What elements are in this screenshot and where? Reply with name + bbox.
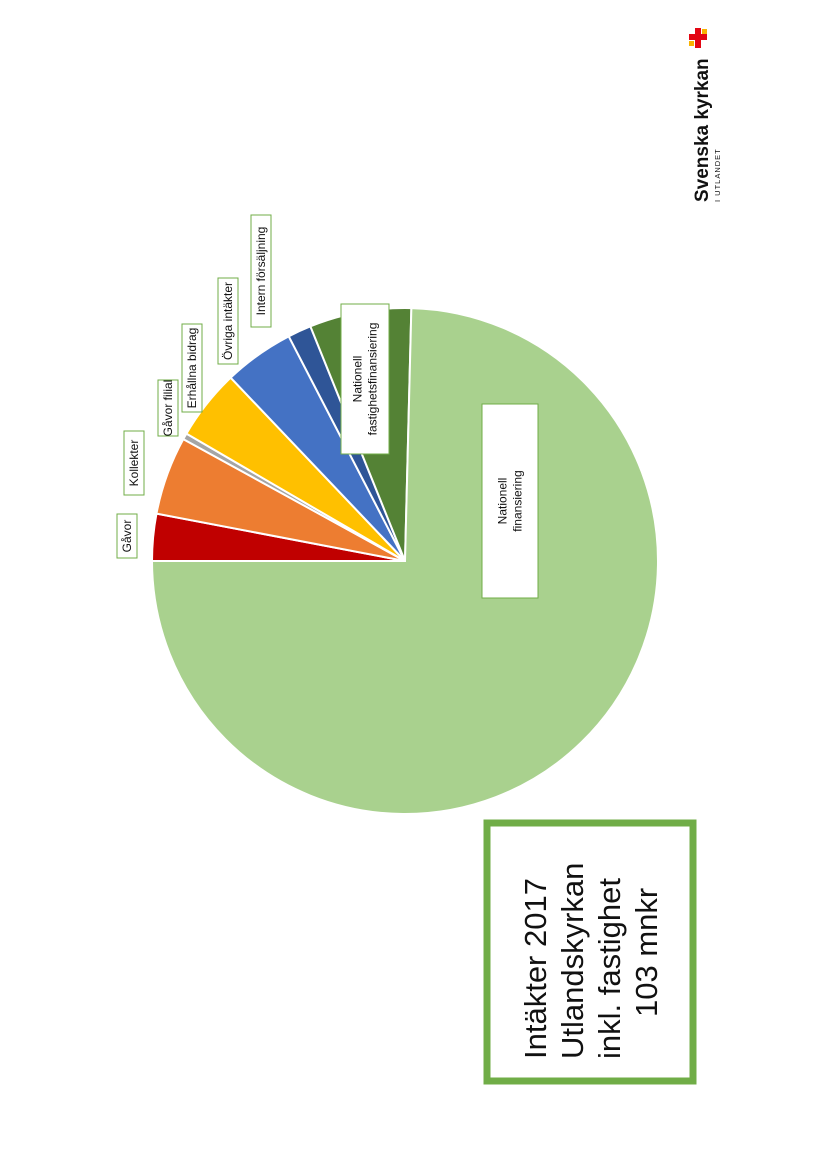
slice-label-text: finansiering (511, 470, 525, 531)
title-text: Intäkter 2017 Utlandskyrkan inkl. fastig… (518, 863, 664, 1059)
slice-label-text: Nationell (496, 478, 510, 525)
slice-label-text: Övriga intäkter (221, 282, 235, 360)
title-line-3: inkl. fastighet (592, 878, 627, 1059)
slice-label-text: Nationell (351, 356, 365, 403)
logo: Svenska kyrkan I UTLANDET (689, 28, 722, 202)
slice-label: Erhållna bidrag (181, 323, 203, 413)
slice-label-text: Gåvor (120, 520, 134, 553)
church-cross-icon (689, 28, 707, 48)
slice-label-box (181, 323, 203, 413)
slice-label-text: fastighetsfinansiering (366, 323, 380, 436)
title-box (483, 819, 697, 1085)
slice-labels: Gåvor Kollekter Gåvor filial Erhållna bidra… (116, 214, 539, 599)
slice-label: Nationell fastighetsfinansiering (340, 303, 390, 455)
slice-label: Gåvor filial (157, 379, 179, 437)
slice-label-text: Intern försäljning (254, 227, 268, 316)
slice-label-text: Kollekter (127, 440, 141, 487)
slice-label: Nationell finansiering (481, 403, 539, 599)
title-line-4: 103 mnkr (629, 888, 664, 1017)
title-line-2: Utlandskyrkan (555, 863, 590, 1059)
slice-label-box (116, 513, 138, 559)
slice-label-box (340, 303, 390, 455)
slice-label-box (481, 403, 539, 599)
slice-label-box (250, 214, 272, 328)
pie-chart (150, 307, 659, 815)
slice-label-box (157, 379, 179, 437)
slice-label: Kollekter (123, 430, 145, 496)
slice-label-text: Erhållna bidrag (185, 328, 199, 409)
slice-label: Intern försäljning (250, 214, 272, 328)
logo-subtitle: I UTLANDET (713, 148, 722, 202)
title-line-1: Intäkter 2017 (518, 878, 553, 1059)
slice-label-text: Gåvor filial (161, 380, 175, 437)
slice-label-box (123, 430, 145, 496)
logo-name: Svenska kyrkan (692, 58, 713, 202)
slice-label-box (217, 277, 239, 365)
slice-label: Övriga intäkter (217, 277, 239, 365)
slice-label: Gåvor (116, 513, 138, 559)
